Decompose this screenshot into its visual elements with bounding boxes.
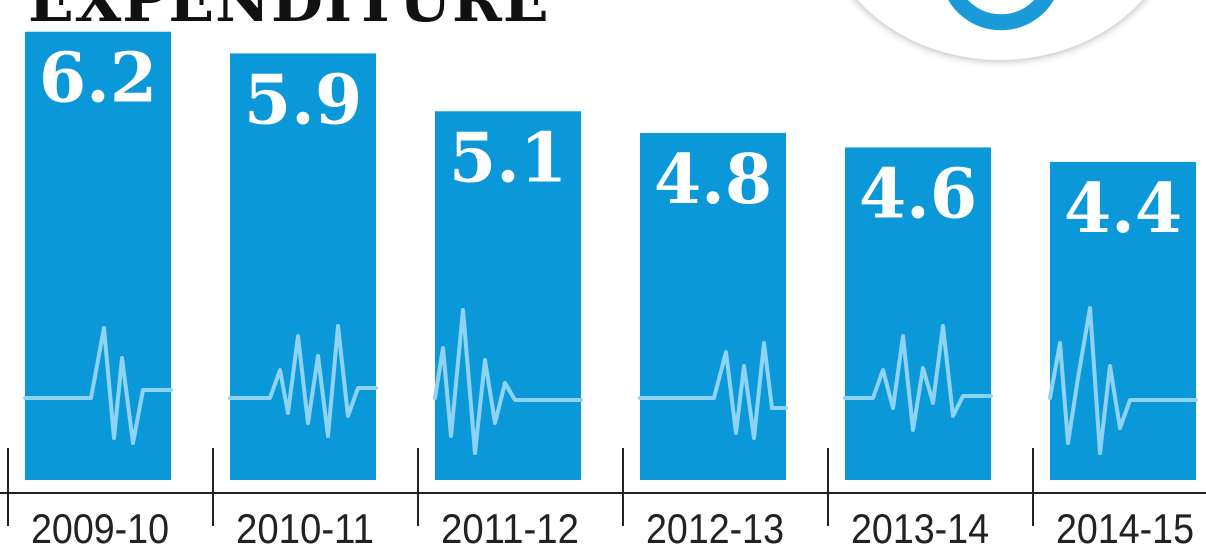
pulse-line-icon bbox=[843, 324, 993, 432]
x-tick-label: 2009-10 bbox=[31, 505, 169, 551]
chart-title: EXPENDITURE bbox=[28, 0, 550, 36]
bar-2013-14 bbox=[845, 147, 991, 481]
bar-2009-10 bbox=[25, 31, 171, 481]
logo-mark bbox=[948, 0, 1054, 31]
data-label: 5.9 bbox=[244, 60, 362, 140]
x-tick-label: 2011-12 bbox=[441, 505, 579, 551]
x-tick-label: 2014-15 bbox=[1056, 505, 1194, 551]
data-label: 4.6 bbox=[859, 154, 977, 234]
x-tick-label: 2013-14 bbox=[851, 505, 989, 551]
pulse-line-icon bbox=[23, 326, 173, 445]
data-label: 4.4 bbox=[1064, 169, 1182, 249]
bar-2012-13 bbox=[640, 132, 786, 480]
pulse-line-icon bbox=[433, 308, 583, 455]
logo-circle bbox=[820, 0, 1180, 60]
pulse-line-icon bbox=[638, 341, 788, 440]
data-label: 4.8 bbox=[654, 140, 772, 220]
pulse-line-icon bbox=[1048, 306, 1198, 455]
x-tick-label: 2010-11 bbox=[236, 505, 374, 551]
bar-2014-15 bbox=[1050, 161, 1196, 480]
x-tick-label: 2012-13 bbox=[646, 505, 784, 551]
bar-2011-12 bbox=[435, 111, 581, 481]
pulse-line-icon bbox=[228, 324, 378, 438]
data-label: 5.1 bbox=[449, 118, 567, 198]
data-label: 6.2 bbox=[39, 39, 157, 119]
